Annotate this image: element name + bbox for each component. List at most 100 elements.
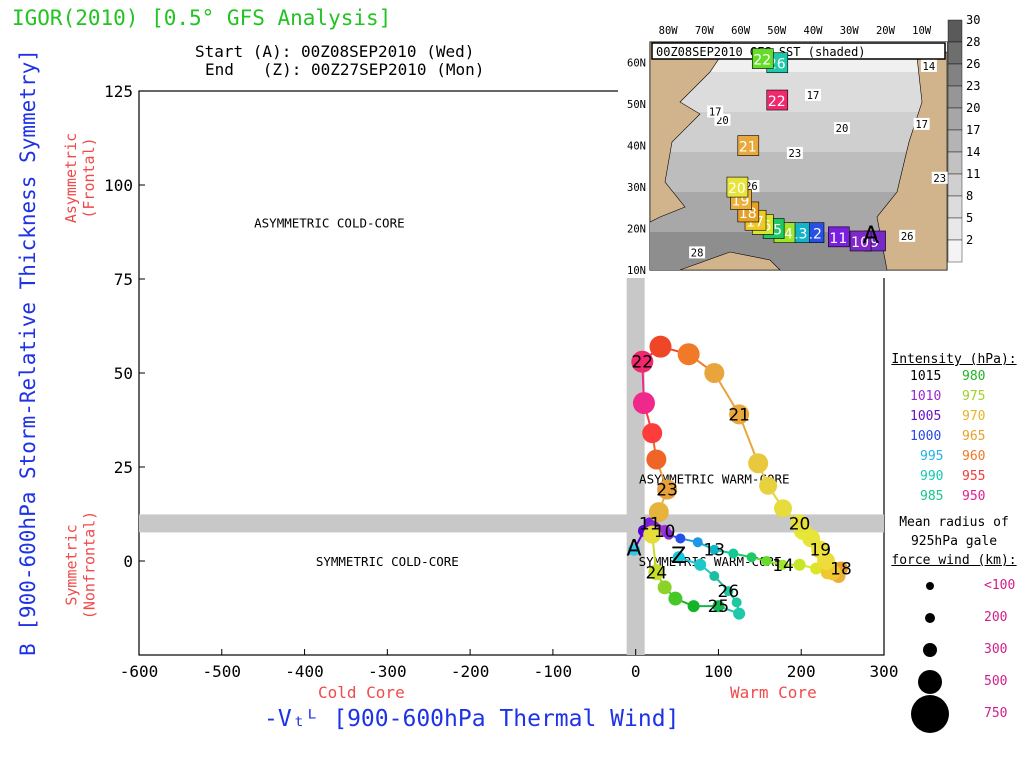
legend-intensity-value: 990 — [920, 469, 944, 484]
track-point — [709, 544, 720, 555]
colorbar-segment — [947, 217, 963, 241]
track-point — [677, 343, 700, 366]
track-point — [778, 559, 789, 570]
inset-lon-label: 80W — [659, 25, 679, 37]
region-label: SYMMETRIC COLD-CORE — [316, 554, 459, 569]
legend-intensity-value: 995 — [920, 449, 944, 464]
legend-radius-dot — [918, 670, 942, 694]
legend-intensity-value: 1015 — [910, 369, 942, 384]
inset-lat-label: 60N — [627, 58, 646, 70]
map-track-label: 21 — [739, 140, 757, 156]
sst-band — [650, 112, 947, 152]
track-point — [649, 335, 672, 358]
inset-title-box — [651, 42, 946, 60]
track-point — [657, 479, 678, 500]
track-point — [733, 607, 746, 620]
track-point — [663, 529, 674, 540]
track-point — [692, 537, 703, 548]
legend-radius-rows: <100 200 300 500 750 — [884, 568, 1024, 738]
legend-row: 985 950 — [884, 487, 1024, 507]
inset-lat-label: 50N — [627, 99, 646, 111]
track-point-label: 14 — [772, 556, 794, 576]
track-point — [675, 533, 686, 544]
legend-radius-dot — [911, 695, 949, 733]
track-point — [648, 502, 669, 523]
map-start-marker: A — [863, 221, 880, 249]
legend-intensity-value: 960 — [962, 449, 986, 464]
map-track-label: 22 — [753, 53, 771, 69]
contour-label: 28 — [691, 247, 704, 259]
track-point-label: 22 — [631, 353, 653, 373]
contour-label-bg — [707, 105, 724, 118]
map-track-box — [766, 89, 789, 111]
contour-label: 26 — [901, 231, 914, 243]
legend-radius-label: <100 — [984, 578, 1016, 593]
map-track-box — [751, 48, 774, 69]
legend-radius-title-2: 925hPa gale — [910, 534, 998, 549]
inset-lon-label: 70W — [695, 25, 715, 37]
track-point-label: Z — [671, 544, 686, 569]
legend-radius-label: 750 — [984, 706, 1008, 721]
colorbar-segment — [947, 239, 963, 263]
legend-radius-label: 300 — [984, 642, 1008, 657]
map-track-label: 10 — [851, 235, 869, 251]
track-point-label: 26 — [718, 582, 740, 602]
legend: Intensity (hPa): 1015 980 1010 975 1005 970 10… — [884, 352, 1024, 738]
map-track-label: 11 — [829, 231, 847, 247]
legend-radius-dot — [926, 582, 934, 590]
inset-lat-label: 30N — [627, 182, 646, 194]
track-point-label: 13 — [703, 541, 725, 561]
land-north-america — [649, 41, 731, 223]
legend-intensity-value: 950 — [962, 489, 986, 504]
colorbar-label: 2 — [966, 233, 973, 247]
contour-label: 23 — [933, 173, 946, 185]
track-point-label: 10 — [654, 522, 676, 542]
region-label: ASYMMETRIC COLD-CORE — [254, 216, 405, 231]
track-point-label: 25 — [708, 597, 730, 617]
track-point — [793, 558, 806, 571]
track-point — [672, 551, 685, 564]
track-point-label: 18 — [830, 560, 852, 580]
legend-radius-dot — [925, 613, 935, 623]
legend-radius-dot — [923, 643, 937, 657]
map-track-box — [828, 226, 850, 248]
legend-intensity-value: 975 — [962, 389, 986, 404]
track-point — [643, 525, 662, 544]
track-point — [694, 558, 707, 571]
track-point-label: 11 — [639, 514, 661, 534]
contour-label-bg — [913, 117, 930, 130]
legend-intensity-value: 1010 — [910, 389, 942, 404]
legend-intensity-rows: 1015 980 1010 975 1005 970 1000 965 995 960 990 955… — [884, 367, 1024, 507]
end-label: End (Z): 00Z27SEP2010 (Mon) — [205, 60, 485, 79]
map-track-box — [737, 135, 760, 156]
contour-label: 20 — [836, 123, 849, 135]
colorbar-label: 11 — [966, 167, 980, 181]
colorbar-segment — [947, 107, 963, 131]
colorbar-segment — [947, 41, 963, 65]
track-point-label: 19 — [809, 541, 831, 561]
y-tick-label: 25 — [114, 458, 133, 477]
x-axis-label: -Vₜᴸ [900-600hPa Thermal Wind] — [264, 706, 680, 732]
y-tick-label: 0 — [123, 552, 133, 571]
track-point — [790, 514, 809, 533]
legend-radius-title-1: Mean radius of — [899, 515, 1009, 530]
colorbar-label: 14 — [966, 145, 980, 159]
inset-lon-label: 40W — [804, 25, 824, 37]
contour-label-bg — [899, 229, 916, 242]
contour-label-bg — [833, 122, 850, 135]
legend-intensity-value: 1005 — [910, 409, 942, 424]
track-point — [728, 548, 739, 559]
contour-label: 17 — [807, 90, 820, 102]
track-point — [731, 597, 742, 608]
inset-lon-label: 10W — [912, 25, 932, 37]
inset-lon-label: 30W — [840, 25, 860, 37]
legend-row: 1000 965 — [884, 427, 1024, 447]
track-point-label: A — [626, 537, 641, 562]
colorbar-segment — [947, 173, 963, 197]
map-track-label: 18 — [739, 206, 757, 222]
legend-intensity-value: 985 — [920, 489, 944, 504]
colorbar-label: 26 — [966, 57, 980, 71]
x-tick-label: -500 — [203, 662, 242, 681]
contour-label-bg — [920, 59, 937, 72]
